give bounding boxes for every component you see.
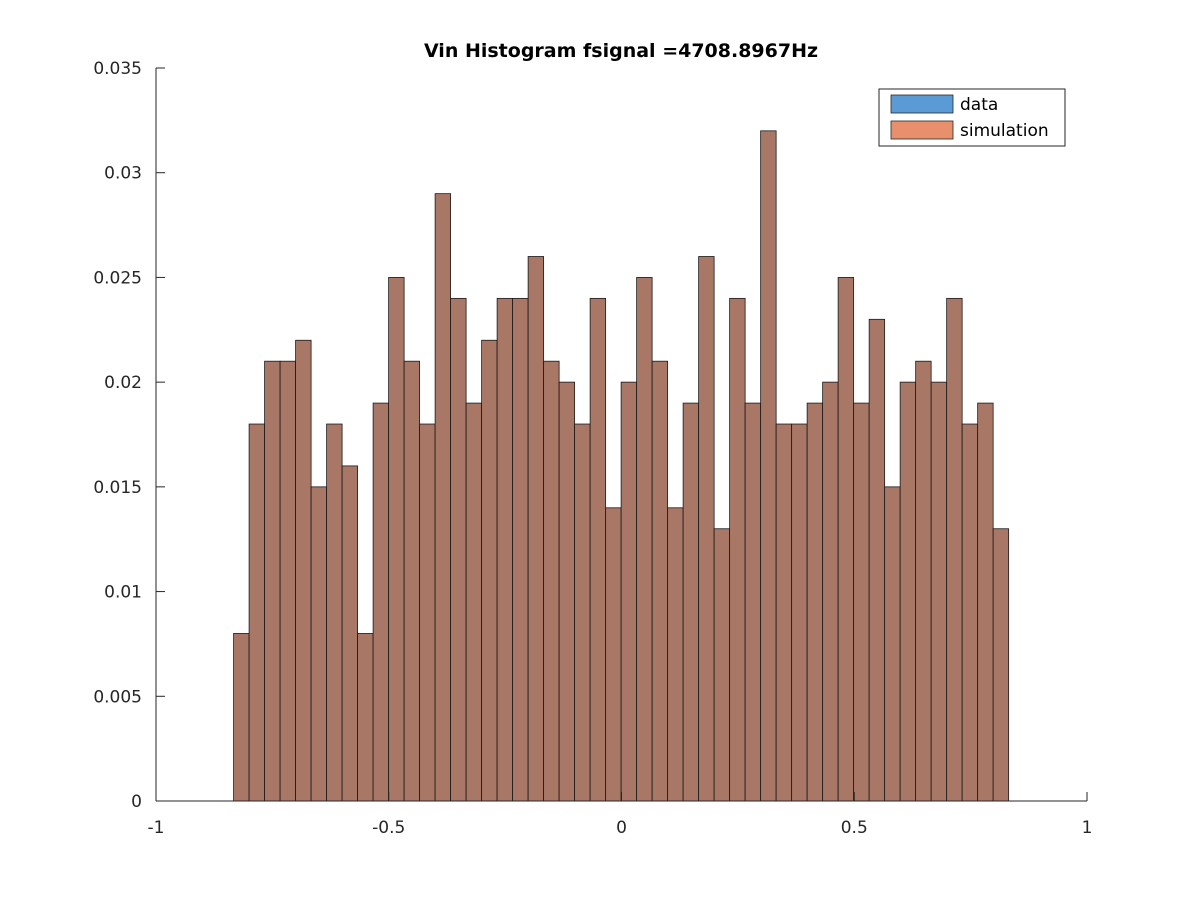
histogram-bar [264,360,281,802]
x-tick-label: 0.5 [841,818,868,838]
histogram-bar [279,360,297,802]
histogram-bar [496,297,514,802]
histogram-bar [946,297,963,802]
y-tick-label: 0.03 [104,164,142,184]
histogram-bar [760,130,777,802]
histogram-bar [372,402,390,802]
legend-swatch-data [890,94,954,114]
y-tick-label: 0.015 [93,478,142,498]
histogram-bar [713,528,731,802]
histogram-bar [620,381,638,802]
x-tick-label: -0.5 [372,818,405,838]
histogram-bar [822,381,839,802]
chart-title: Vin Histogram fsignal =4708.8967Hz [424,40,818,62]
histogram-bar [667,507,684,802]
histogram-bar [589,297,607,802]
x-axis-ticks: -1 -0.5 0 0.5 1 [148,792,1093,838]
histogram-bar [915,360,932,802]
histogram-bar [977,402,994,802]
histogram-bar [574,423,591,802]
histogram-bar [419,423,436,802]
y-tick-label: 0.025 [93,268,142,288]
histogram-bar [837,277,855,802]
histogram-bar [357,633,374,802]
histogram-bar [853,402,870,802]
y-tick-label: 0.005 [93,687,142,707]
histogram-bar [930,381,948,802]
histogram-bar [791,423,808,802]
histogram-bar [682,402,700,802]
histogram-bar [729,297,746,802]
histogram-bar [233,633,250,802]
y-tick-label: 0.02 [104,373,142,393]
x-tick-label: -1 [148,818,165,838]
histogram-bar [884,486,901,802]
histogram-bar [961,423,979,802]
x-tick-label: 0 [616,818,627,838]
histogram-bar [403,360,421,802]
y-axis-ticks: 0 0.005 0.01 0.015 0.02 0.025 0.03 0.035 [93,59,165,812]
histogram-bar [310,486,328,802]
legend: data simulation [878,88,1066,147]
histogram-bar [651,360,669,802]
histogram-bar [899,381,917,802]
histogram-bar [543,360,560,802]
histogram-bar [558,381,576,802]
legend-label-data: data [960,95,998,115]
histogram-bar [295,339,312,802]
histogram-bar [698,256,715,802]
histogram-bar [775,423,793,802]
x-tick-label: 1 [1082,818,1093,838]
legend-label-simulation: simulation [960,121,1049,141]
histogram-bar [326,423,343,802]
histogram-bar [868,318,886,802]
histogram-bar [450,297,467,802]
histogram-bar [527,256,545,802]
legend-swatch-simulation [890,120,954,140]
histogram-bar [481,339,498,802]
histogram-bar [248,423,266,802]
histogram-bar [806,402,824,802]
histogram-bar [992,528,1010,802]
y-tick-label: 0.01 [104,583,142,603]
histogram-bar [434,193,452,802]
histogram-bar [465,402,483,802]
histogram-bar [388,277,405,802]
y-tick-label: 0 [131,792,142,812]
histogram-bar [636,277,653,802]
histogram-bar [512,297,529,802]
histogram-bar [341,465,359,802]
histogram-bar [605,507,622,802]
y-tick-label: 0.035 [93,59,142,79]
histogram-bar [744,402,762,802]
